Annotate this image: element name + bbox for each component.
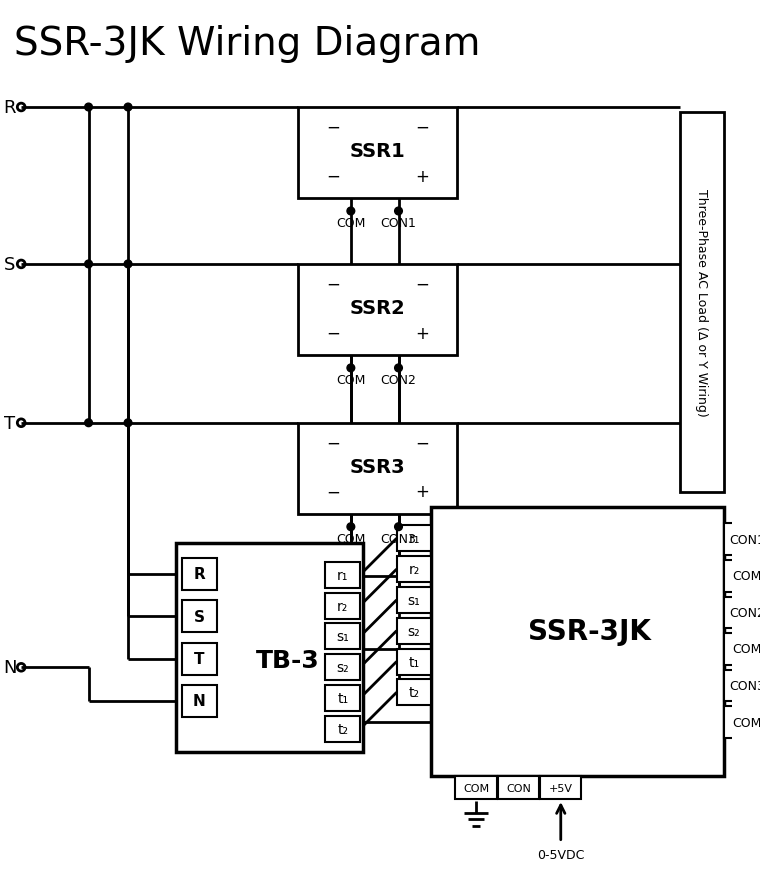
Bar xyxy=(724,706,760,738)
Text: T: T xyxy=(194,651,204,666)
Text: SSR2: SSR2 xyxy=(350,299,406,318)
Bar xyxy=(182,558,217,590)
Text: SSR3: SSR3 xyxy=(350,458,406,477)
Bar xyxy=(397,556,431,582)
Bar xyxy=(397,587,431,613)
Circle shape xyxy=(347,208,355,215)
Bar xyxy=(325,563,360,588)
Circle shape xyxy=(84,419,93,427)
Bar xyxy=(724,670,760,702)
Bar xyxy=(325,655,360,680)
Text: s₁: s₁ xyxy=(407,594,420,607)
Text: N: N xyxy=(193,694,206,709)
Bar xyxy=(176,543,363,752)
Text: COM: COM xyxy=(733,716,760,729)
Text: CON2: CON2 xyxy=(729,606,760,619)
Text: r₁: r₁ xyxy=(337,568,348,582)
Bar xyxy=(724,597,760,628)
Text: r₁: r₁ xyxy=(408,532,420,546)
Text: Three-Phase AC Load (Δ or Y Wiring): Three-Phase AC Load (Δ or Y Wiring) xyxy=(695,189,708,416)
Text: +: + xyxy=(416,324,429,342)
Bar xyxy=(182,686,217,717)
Circle shape xyxy=(124,260,132,268)
Text: TB-3: TB-3 xyxy=(256,649,320,672)
Text: COM: COM xyxy=(733,570,760,583)
Bar xyxy=(325,593,360,619)
Bar xyxy=(299,424,458,515)
Text: −: − xyxy=(416,276,429,294)
Text: −: − xyxy=(327,276,340,294)
Text: S: S xyxy=(4,256,15,274)
Text: T: T xyxy=(4,415,15,432)
Circle shape xyxy=(347,524,355,531)
Text: −: − xyxy=(416,434,429,453)
Circle shape xyxy=(394,365,402,372)
Text: CON1: CON1 xyxy=(729,533,760,546)
Bar xyxy=(182,643,217,675)
Text: −: − xyxy=(327,167,340,185)
Text: +: + xyxy=(416,483,429,501)
Bar xyxy=(679,113,724,493)
Text: COM: COM xyxy=(463,782,489,793)
Text: R: R xyxy=(3,99,16,117)
Text: 0-5VDC: 0-5VDC xyxy=(537,848,584,860)
Bar xyxy=(724,633,760,665)
Bar xyxy=(397,649,431,675)
Bar xyxy=(325,686,360,711)
Bar xyxy=(540,776,581,799)
Bar xyxy=(397,525,431,552)
Text: t₂: t₂ xyxy=(408,686,420,700)
Text: CON1: CON1 xyxy=(381,217,416,229)
Text: R: R xyxy=(193,567,205,582)
Bar xyxy=(397,618,431,644)
Text: −: − xyxy=(327,324,340,342)
Text: t₁: t₁ xyxy=(408,655,420,669)
Bar xyxy=(498,776,539,799)
Text: S: S xyxy=(194,609,204,624)
Bar xyxy=(299,108,458,199)
Text: SSR1: SSR1 xyxy=(350,143,406,161)
Bar xyxy=(325,716,360,742)
Circle shape xyxy=(394,524,402,531)
Bar xyxy=(455,776,497,799)
Circle shape xyxy=(84,260,93,268)
Text: N: N xyxy=(3,658,17,677)
Text: +5V: +5V xyxy=(549,782,573,793)
Text: −: − xyxy=(327,434,340,453)
Text: COM: COM xyxy=(733,642,760,656)
Text: −: − xyxy=(327,119,340,137)
Text: r₂: r₂ xyxy=(408,563,420,577)
Bar xyxy=(724,560,760,592)
Circle shape xyxy=(124,419,132,427)
Bar xyxy=(397,680,431,705)
Bar xyxy=(299,265,458,356)
Bar xyxy=(724,524,760,556)
Text: s₂: s₂ xyxy=(337,661,349,674)
Text: COM: COM xyxy=(336,217,366,229)
Bar xyxy=(325,624,360,649)
Text: +: + xyxy=(416,167,429,185)
Text: t₁: t₁ xyxy=(337,691,348,705)
Text: s₂: s₂ xyxy=(407,624,420,638)
Text: r₂: r₂ xyxy=(337,599,348,613)
Bar xyxy=(431,507,724,776)
Circle shape xyxy=(394,208,402,215)
Circle shape xyxy=(84,104,93,112)
Text: −: − xyxy=(416,119,429,137)
Circle shape xyxy=(124,104,132,112)
Text: COM: COM xyxy=(336,532,366,545)
Text: SSR-3JK: SSR-3JK xyxy=(528,617,651,645)
Text: s₁: s₁ xyxy=(337,630,349,644)
Bar xyxy=(182,601,217,633)
Text: SSR-3JK Wiring Diagram: SSR-3JK Wiring Diagram xyxy=(14,26,481,64)
Text: COM: COM xyxy=(336,374,366,386)
Text: CON: CON xyxy=(506,782,530,793)
Text: CON3: CON3 xyxy=(729,680,760,692)
Text: CON2: CON2 xyxy=(381,374,416,386)
Text: t₂: t₂ xyxy=(337,722,348,736)
Text: CON3: CON3 xyxy=(381,532,416,545)
Circle shape xyxy=(347,365,355,372)
Text: −: − xyxy=(327,483,340,501)
